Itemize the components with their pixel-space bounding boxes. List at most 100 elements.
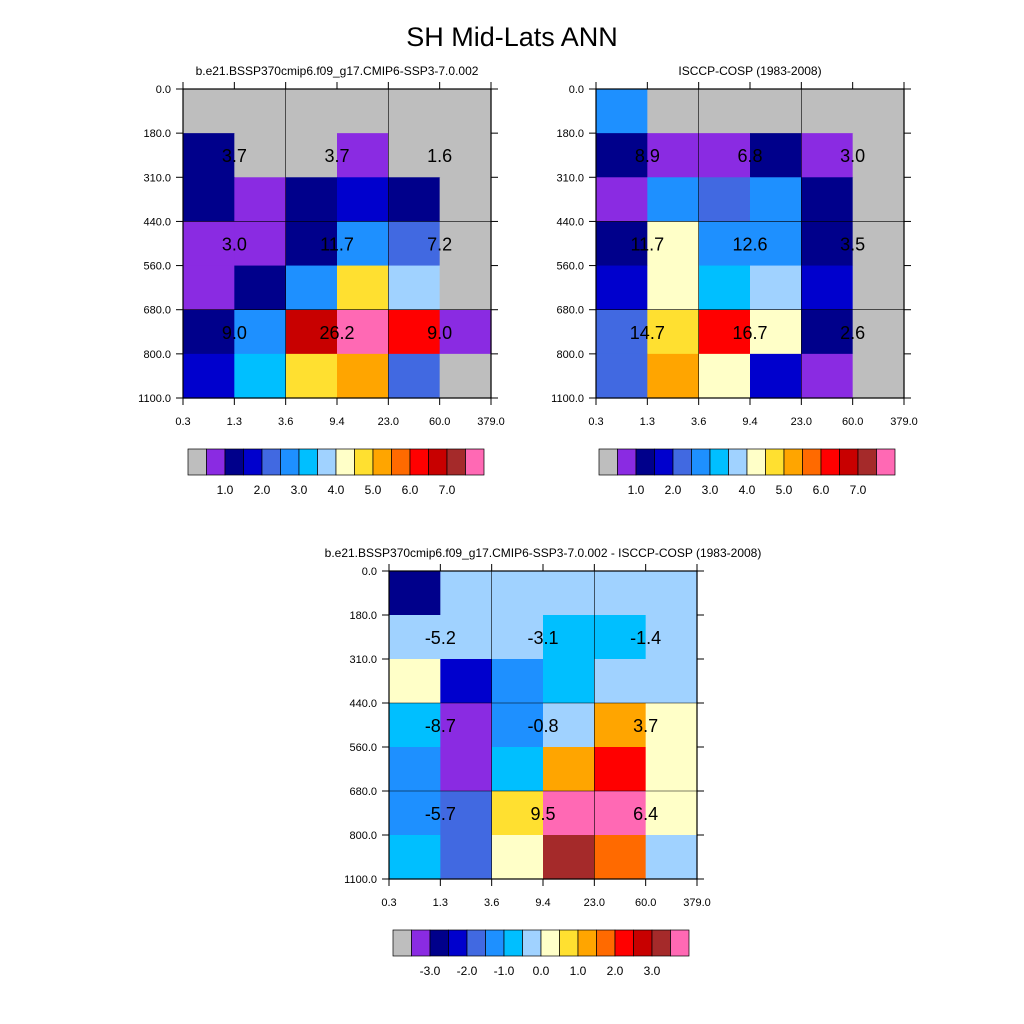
heatmap-cell — [647, 221, 700, 267]
heatmap-cell — [491, 615, 544, 660]
block-value-label: 1.6 — [427, 146, 452, 166]
heatmap-cell — [234, 89, 287, 134]
y-tick-label: 800.0 — [349, 830, 377, 842]
block-value-label: -5.2 — [425, 628, 456, 648]
heatmap-cell — [594, 703, 647, 748]
colorbar-swatch — [876, 448, 896, 476]
x-tick-label: 23.0 — [584, 897, 605, 909]
heatmap-cell — [801, 265, 854, 311]
colorbar-swatch — [522, 929, 542, 957]
x-tick-label: 379.0 — [477, 416, 505, 428]
heatmap-cell — [698, 133, 751, 178]
heatmap-cell — [285, 177, 338, 223]
heatmap-cell — [234, 177, 287, 223]
block-value-label: -5.7 — [425, 804, 456, 824]
block-value-label: 14.7 — [630, 323, 665, 343]
heatmap-cell — [852, 177, 905, 223]
heatmap-cell — [337, 177, 389, 223]
heatmap-cell — [491, 703, 544, 748]
heatmap-cell — [388, 265, 441, 311]
x-tick-label: 3.6 — [278, 416, 293, 428]
colorbar-swatch — [709, 448, 729, 476]
heatmap-cell — [594, 659, 647, 704]
heatmap-cell — [440, 615, 493, 660]
colorbar-swatch — [503, 929, 523, 957]
heatmap-cell — [647, 133, 700, 178]
colorbar-swatch — [596, 929, 616, 957]
colorbar-swatch — [187, 448, 207, 476]
y-tick-label: 560.0 — [349, 742, 377, 754]
heatmap-cell — [596, 353, 648, 399]
heatmap-cell — [698, 177, 751, 223]
panel-difference: b.e21.BSSP370cmip6.f09_g17.CMIP6-SSP3-7.… — [325, 546, 762, 978]
heatmap-cell — [183, 265, 235, 311]
heatmap-cell — [439, 353, 492, 399]
heatmap-cell — [389, 615, 441, 660]
y-tick-label: 310.0 — [143, 172, 171, 184]
heatmap-cell — [337, 89, 389, 134]
x-tick-label: 1.3 — [640, 416, 655, 428]
heatmap-cell — [285, 89, 338, 134]
block-value-label: 9.5 — [530, 804, 555, 824]
heatmap-cell — [698, 221, 751, 267]
heatmap-cell — [645, 747, 698, 792]
heatmap-cell — [440, 835, 493, 880]
colorbar-label: 1.0 — [217, 483, 234, 497]
x-tick-label: 0.3 — [588, 416, 603, 428]
colorbar-label: 6.0 — [813, 483, 830, 497]
block-value-label: 3.7 — [324, 146, 349, 166]
heatmap-cell — [491, 791, 544, 836]
heatmap-cell — [183, 89, 235, 134]
y-tick-label: 440.0 — [556, 216, 584, 228]
colorbar-label: 2.0 — [254, 483, 271, 497]
heatmap-cell — [645, 659, 698, 704]
y-tick-label: 1100.0 — [138, 393, 171, 405]
heatmap-cell — [491, 835, 544, 880]
heatmap-cell — [543, 747, 595, 792]
colorbar-swatch — [485, 929, 505, 957]
heatmap-cell — [801, 133, 854, 178]
block-value-label: 3.0 — [222, 235, 247, 255]
x-tick-label: 379.0 — [683, 897, 711, 909]
colorbar-swatch — [746, 448, 766, 476]
colorbar-swatch — [654, 448, 674, 476]
x-tick-label: 0.3 — [175, 416, 190, 428]
heatmap-cell — [234, 309, 287, 355]
heatmap-cell — [439, 89, 492, 134]
heatmap-cell — [852, 133, 905, 178]
x-tick-label: 9.4 — [535, 897, 550, 909]
block-value-label: 12.6 — [732, 235, 767, 255]
colorbar-swatch — [617, 448, 637, 476]
heatmap-cell — [337, 309, 389, 355]
colorbar-swatch — [466, 929, 486, 957]
panel-title: b.e21.BSSP370cmip6.f09_g17.CMIP6-SSP3-7.… — [325, 546, 762, 560]
heatmap-cell — [439, 265, 492, 311]
heatmap-cell — [234, 221, 287, 267]
block-value-label: -0.8 — [527, 716, 558, 736]
heatmap-cell — [491, 571, 544, 616]
heatmap-cell — [285, 309, 338, 355]
heatmap-cell — [647, 177, 700, 223]
heatmap-cell — [440, 791, 493, 836]
y-tick-label: 560.0 — [143, 261, 171, 273]
block-value-label: 11.7 — [320, 235, 354, 255]
colorbar-swatch — [633, 929, 653, 957]
heatmap-cell — [594, 835, 647, 880]
heatmap-cell — [645, 571, 698, 616]
heatmap-cell — [750, 309, 802, 355]
colorbar-swatch — [409, 448, 429, 476]
heatmap-cell — [801, 221, 854, 267]
heatmap-cell — [439, 177, 492, 223]
colorbar-swatch — [429, 929, 449, 957]
y-tick-label: 680.0 — [349, 786, 377, 798]
heatmap-cell — [596, 221, 648, 267]
heatmap-cell — [543, 659, 595, 704]
colorbar-swatch — [802, 448, 822, 476]
block-value-label: 16.7 — [732, 323, 767, 343]
heatmap-cell — [750, 133, 802, 178]
heatmap-cell — [698, 353, 751, 399]
x-tick-label: 3.6 — [691, 416, 706, 428]
colorbar-swatch — [392, 929, 412, 957]
x-tick-label: 9.4 — [329, 416, 344, 428]
